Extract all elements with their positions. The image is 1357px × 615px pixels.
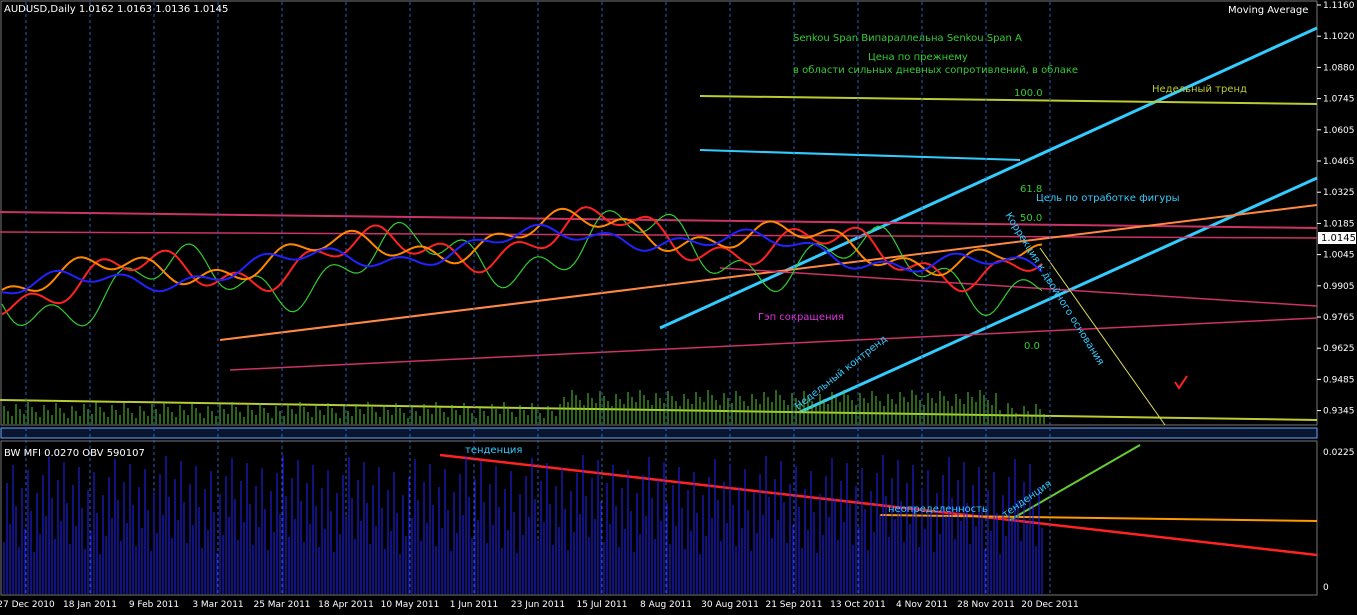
price-label: 1.0045 [1323, 251, 1355, 261]
indicator-name: Moving Average [1228, 5, 1308, 16]
osc-label: 0.0225 [1323, 448, 1355, 458]
sub-frame [0, 440, 1318, 596]
price-label: 0.9625 [1323, 344, 1355, 354]
date-label: 28 Nov 2011 [957, 600, 1015, 610]
indicator-line [1, 223, 1043, 295]
price-label: 1.0465 [1323, 157, 1355, 167]
price-label: 1.1160 [1323, 1, 1355, 11]
date-label: 25 Mar 2011 [253, 600, 310, 610]
osc-annotation: тенденция [465, 445, 522, 456]
price-label: 0.9345 [1323, 407, 1355, 417]
annotation: 100.0 [1014, 88, 1043, 99]
line [719, 267, 1318, 307]
check-mark [1174, 375, 1188, 390]
osc-annotation: неопределенность [888, 504, 988, 515]
date-label: 23 Jun 2011 [511, 600, 565, 610]
price-label: 1.1020 [1323, 32, 1355, 42]
price-label: 1.0325 [1323, 188, 1355, 198]
trend-line [799, 176, 1318, 414]
price-label: 0.9905 [1323, 282, 1355, 292]
annotation: 50.0 [1020, 213, 1042, 224]
line [229, 317, 1318, 371]
date-label: 13 Oct 2011 [830, 600, 886, 610]
osc-info: BW MFI 0.0270 OBV 590107 [4, 448, 145, 459]
annotation: Гэп сокращения [758, 312, 844, 323]
weekly-trend [0, 399, 1318, 421]
date-label: 20 Dec 2011 [1021, 600, 1079, 610]
current-price: 1.0145 [1321, 233, 1356, 244]
date-label: 15 Jul 2011 [577, 600, 628, 610]
date-label: 18 Apr 2011 [318, 600, 374, 610]
annotation: Senkou Span Bипараллельна Senkou Span A [793, 33, 1022, 44]
annotation: 0.0 [1024, 341, 1040, 352]
date-label: 10 May 2011 [381, 600, 440, 610]
price-label: 1.0745 [1323, 95, 1355, 105]
trend-line [699, 149, 1021, 161]
annotation: Недельный тренд [1152, 84, 1247, 95]
date-label: 21 Sep 2011 [765, 600, 822, 610]
date-label: 18 Jan 2011 [63, 600, 117, 610]
line [219, 204, 1318, 341]
separator [0, 427, 1318, 439]
indicator-line [1, 206, 1043, 316]
weekly-trend [699, 95, 1318, 105]
date-label: 8 Aug 2011 [640, 600, 692, 610]
annotation: Цена по прежнему [868, 52, 968, 63]
price-label: 1.0880 [1323, 63, 1355, 73]
price-label: 1.0605 [1323, 126, 1355, 136]
date-label: 9 Feb 2011 [129, 600, 179, 610]
price-label: 1.0185 [1323, 219, 1355, 229]
date-label: 27 Dec 2010 [0, 600, 55, 610]
osc-line [1009, 444, 1141, 521]
annotation: 61.8 [1020, 184, 1042, 195]
osc-trend [439, 453, 1318, 557]
osc-label: 0 [1323, 583, 1329, 593]
symbol-info: AUDUSD,Daily 1.0162 1.0163 1.0136 1.0145 [4, 4, 228, 15]
current-price-box [1318, 232, 1356, 244]
trend-line [659, 26, 1318, 330]
indicator-line [1, 207, 1043, 292]
line [0, 231, 1318, 239]
date-label: 4 Nov 2011 [896, 600, 948, 610]
osc-line [879, 514, 1318, 522]
price-label: 0.9765 [1323, 313, 1355, 323]
line [1039, 247, 1166, 426]
date-label: 30 Aug 2011 [701, 600, 759, 610]
date-label: 1 Jun 2011 [450, 600, 498, 610]
date-label: 3 Mar 2011 [192, 600, 243, 610]
annotation: Цель по отработке фигуры [1036, 193, 1180, 204]
price-label: 0.9485 [1323, 375, 1355, 385]
annotation: в области сильных дневных сопротивлений,… [793, 65, 1078, 76]
